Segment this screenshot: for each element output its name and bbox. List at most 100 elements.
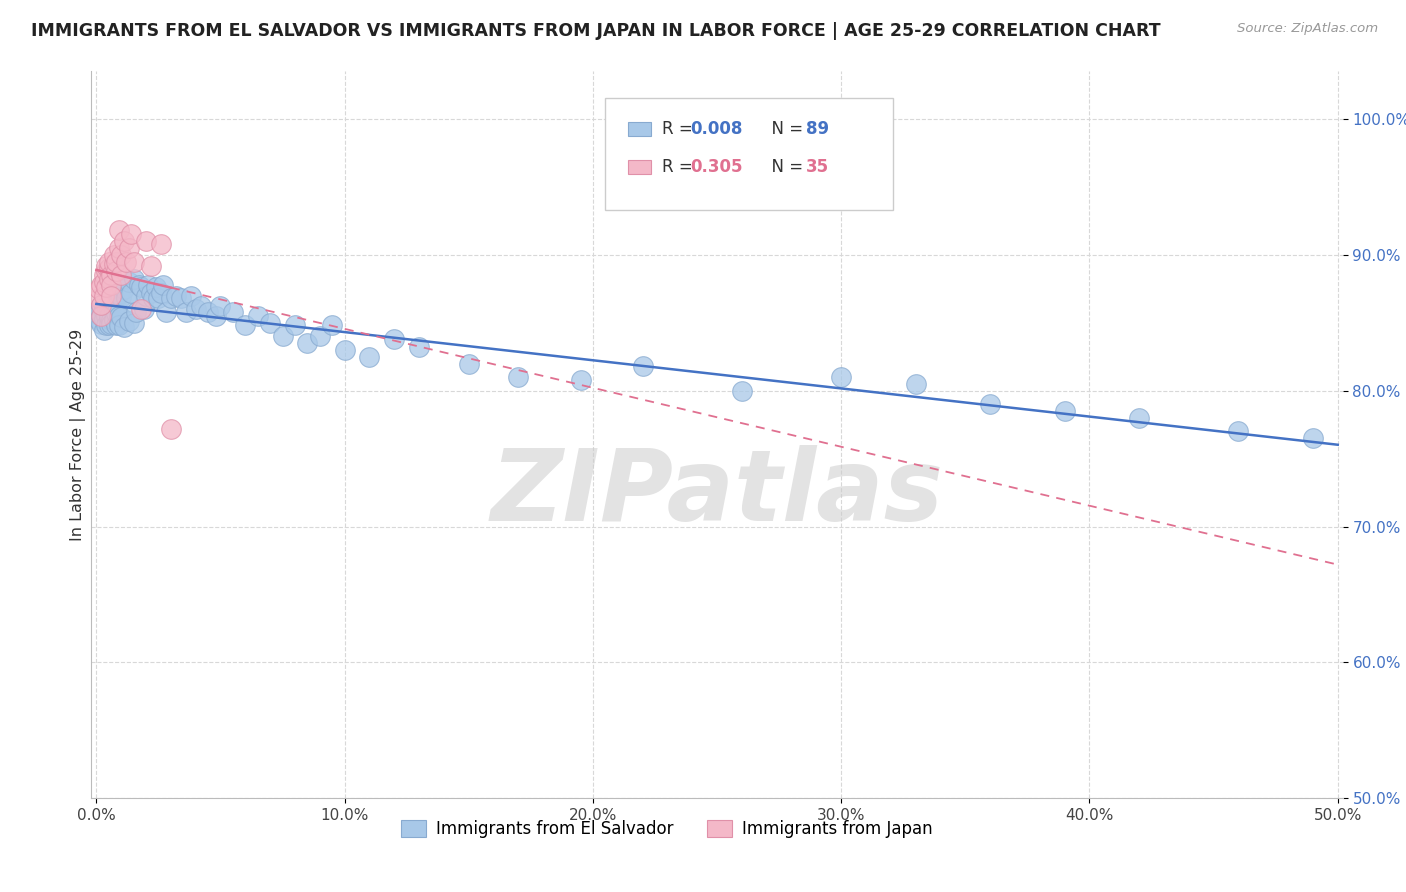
Point bbox=[155, 305, 177, 319]
Point bbox=[93, 301, 115, 315]
Y-axis label: In Labor Force | Age 25-29: In Labor Force | Age 25-29 bbox=[69, 329, 86, 541]
Point bbox=[197, 305, 219, 319]
Point bbox=[115, 254, 138, 268]
Point bbox=[87, 282, 110, 296]
Point bbox=[110, 290, 132, 304]
Text: 89: 89 bbox=[806, 120, 828, 138]
Point bbox=[508, 370, 530, 384]
Point bbox=[321, 318, 343, 333]
Point bbox=[135, 234, 157, 248]
Point bbox=[100, 288, 122, 302]
Point bbox=[149, 285, 172, 300]
Point bbox=[90, 277, 112, 292]
Point bbox=[97, 302, 120, 317]
Point bbox=[100, 313, 122, 327]
Point bbox=[569, 373, 592, 387]
Point bbox=[125, 305, 148, 319]
Point bbox=[112, 319, 135, 334]
Point bbox=[138, 277, 160, 292]
Text: N =: N = bbox=[761, 158, 808, 176]
Point bbox=[117, 275, 139, 289]
Point bbox=[97, 311, 120, 326]
Point bbox=[1227, 425, 1250, 439]
Text: ZIPatlas: ZIPatlas bbox=[491, 444, 943, 541]
Point bbox=[271, 329, 294, 343]
Point bbox=[87, 305, 110, 319]
Point bbox=[297, 336, 319, 351]
Point bbox=[128, 277, 150, 292]
Point bbox=[97, 261, 120, 276]
Point bbox=[105, 318, 128, 333]
Text: N =: N = bbox=[761, 120, 808, 138]
Point bbox=[100, 317, 122, 331]
Point bbox=[110, 268, 132, 283]
Point bbox=[103, 288, 125, 302]
Point bbox=[93, 268, 115, 283]
Point bbox=[107, 318, 129, 333]
Point bbox=[90, 317, 112, 331]
Point bbox=[117, 314, 139, 328]
Point bbox=[96, 264, 118, 278]
Point bbox=[149, 236, 172, 251]
Point bbox=[107, 309, 129, 323]
Point bbox=[122, 272, 145, 286]
Point bbox=[1053, 404, 1076, 418]
Text: 0.008: 0.008 bbox=[690, 120, 742, 138]
Point bbox=[979, 397, 1001, 411]
Point bbox=[120, 285, 142, 300]
Point bbox=[96, 280, 118, 294]
Point bbox=[731, 384, 754, 398]
Point bbox=[103, 305, 125, 319]
Point bbox=[904, 376, 927, 391]
Point bbox=[170, 291, 193, 305]
Point bbox=[90, 309, 112, 323]
Point bbox=[122, 254, 145, 268]
Point bbox=[97, 272, 120, 286]
Point bbox=[100, 277, 122, 292]
Point bbox=[97, 309, 120, 323]
Point bbox=[165, 288, 187, 302]
Point bbox=[107, 223, 129, 237]
Point bbox=[93, 311, 115, 326]
Point bbox=[96, 318, 118, 333]
Point bbox=[204, 309, 226, 323]
Point bbox=[110, 310, 132, 325]
Point bbox=[631, 359, 654, 374]
Point bbox=[408, 340, 430, 354]
Point bbox=[112, 234, 135, 248]
Point bbox=[103, 313, 125, 327]
Point bbox=[105, 306, 128, 320]
Text: R =: R = bbox=[662, 120, 699, 138]
Point bbox=[209, 300, 232, 314]
Point bbox=[142, 291, 165, 305]
Point bbox=[382, 332, 405, 346]
Point bbox=[135, 288, 157, 302]
Point bbox=[93, 322, 115, 336]
Point bbox=[87, 313, 110, 327]
Point bbox=[97, 318, 120, 333]
Point bbox=[174, 305, 197, 319]
Point bbox=[180, 288, 202, 302]
Point bbox=[139, 285, 162, 300]
Point bbox=[830, 370, 852, 384]
Point bbox=[107, 241, 129, 255]
Point bbox=[107, 287, 129, 301]
Point bbox=[160, 422, 183, 436]
Point bbox=[90, 309, 112, 323]
Point bbox=[117, 241, 139, 255]
Point bbox=[1128, 410, 1150, 425]
Point bbox=[112, 282, 135, 296]
Point bbox=[105, 254, 128, 268]
Point bbox=[129, 302, 152, 317]
Point bbox=[93, 275, 115, 289]
Point bbox=[105, 300, 128, 314]
Point bbox=[259, 316, 281, 330]
Point bbox=[87, 291, 110, 305]
Point bbox=[359, 350, 381, 364]
Point bbox=[90, 298, 112, 312]
Point bbox=[233, 318, 256, 333]
Point bbox=[100, 268, 122, 283]
Point bbox=[103, 248, 125, 262]
Point bbox=[97, 288, 120, 302]
Point bbox=[100, 295, 122, 310]
